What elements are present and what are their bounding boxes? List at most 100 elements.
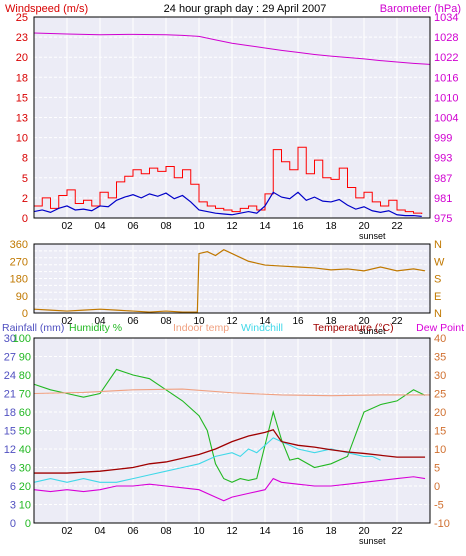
direction-x-tick-label: 22	[391, 316, 403, 327]
rainfall-tick-label: 18	[4, 407, 16, 419]
temp-x-tick-label: 20	[358, 526, 370, 537]
direction-degree-tick-label: 360	[10, 239, 28, 251]
windspeed-tick-label: 10	[16, 133, 28, 145]
rainfall-tick-label: 3	[10, 500, 16, 512]
temperature-tick-label: 15	[434, 426, 446, 438]
temp-x-tick-label: 02	[61, 526, 73, 537]
barometer-tick-label: 1034	[434, 12, 458, 24]
legend-rainfall: Rainfall (mm)	[2, 322, 64, 334]
humidity-tick-label: 100	[13, 333, 31, 345]
wind-gust-line	[34, 146, 423, 214]
humidity-line	[33, 368, 426, 483]
windspeed-tick-label: 13	[16, 113, 28, 125]
barometer-tick-label: 987	[434, 173, 452, 185]
temp-x-tick-label: 12	[226, 526, 238, 537]
humidity-tick-label: 0	[25, 518, 31, 530]
temperature-tick-label: -5	[434, 500, 444, 512]
wind-x-tick-label: 06	[127, 221, 139, 232]
direction-compass-tick-label: E	[434, 291, 441, 303]
temperature-tick-label: -10	[434, 518, 450, 530]
windspeed-tick-label: 18	[16, 72, 28, 84]
humidity-tick-label: 80	[19, 370, 31, 382]
wind-barometer-panel: 02 04 06 08 10 12 14 16 18 20 22sunset025810131518…	[16, 12, 459, 241]
legend-temperature: Temperature (°C)	[313, 322, 394, 334]
windchill-line	[33, 437, 381, 483]
windspeed-tick-label: 2	[22, 193, 28, 205]
barometer-tick-label: 1022	[434, 52, 458, 64]
temperature-tick-label: 35	[434, 352, 446, 364]
wind-frame	[33, 16, 431, 219]
wind-x-tick-label: 20	[358, 221, 370, 232]
wind-direction-panel: 02 04 06 08 10 12 14 16 18 20 22 sunset 0 90 180 270 360…	[10, 239, 445, 336]
legend-windchill: Windchill	[241, 322, 283, 334]
rainfall-tick-label: 9	[10, 463, 16, 475]
direction-x-tick-label: 10	[193, 316, 205, 327]
temp-frame	[33, 337, 431, 524]
windspeed-tick-label: 15	[16, 92, 28, 104]
rainfall-tick-label: 24	[4, 370, 16, 382]
barometer-tick-label: 1004	[434, 113, 458, 125]
humidity-tick-label: 20	[19, 481, 31, 493]
rainfall-tick-label: 12	[4, 444, 16, 456]
direction-x-tick-label: 16	[292, 316, 304, 327]
temperature-tick-label: 30	[434, 370, 446, 382]
legend-humidity: Humidity %	[69, 322, 122, 334]
wind-x-tick-label: 12	[226, 221, 238, 232]
direction-x-tick-label: 12	[226, 316, 238, 327]
temp-x-tick-label: 04	[94, 526, 106, 537]
humidity-tick-label: 10	[19, 500, 31, 512]
humidity-tick-label: 70	[19, 389, 31, 401]
direction-degree-tick-label: 270	[10, 256, 28, 268]
direction-x-tick-label: 06	[127, 316, 139, 327]
temperature-humidity-panel: 02 04 06 08 10 12 14 16 18 20 22sunset036912151821…	[4, 333, 450, 546]
direction-compass-tick-label: N	[434, 239, 442, 251]
wind-x-tick-label: 04	[94, 221, 106, 232]
humidity-tick-label: 60	[19, 407, 31, 419]
direction-x-tick-label: 02	[61, 316, 73, 327]
legend-dew-point: Dew Point	[416, 322, 464, 334]
windspeed-tick-label: 20	[16, 52, 28, 64]
direction-x-tick-label: 04	[94, 316, 106, 327]
direction-x-tick-label: 08	[160, 316, 172, 327]
legend-indoor-temp: Indoor temp	[173, 322, 229, 334]
rainfall-tick-label: 0	[10, 518, 16, 530]
direction-frame	[33, 243, 431, 314]
humidity-tick-label: 90	[19, 352, 31, 364]
direction-compass-tick-label: S	[434, 274, 441, 286]
wind-sunset-label: sunset	[359, 231, 386, 241]
temp-x-tick-label: 10	[193, 526, 205, 537]
direction-x-tick-label: 20	[358, 316, 370, 327]
temp-x-tick-label: 14	[259, 526, 271, 537]
temperature-tick-label: 0	[434, 481, 440, 493]
temp-sunset-label: sunset	[359, 536, 386, 546]
temperature-tick-label: 5	[434, 463, 440, 475]
direction-degree-tick-label: 0	[22, 308, 28, 320]
chart-title: 24 hour graph day : 29 April 2007	[164, 3, 327, 15]
direction-x-tick-label: 14	[259, 316, 271, 327]
windspeed-tick-label: 5	[22, 173, 28, 185]
wind-direction-line	[33, 249, 426, 313]
wind-x-tick-label: 10	[193, 221, 205, 232]
direction-sunset-label: sunset	[359, 326, 386, 336]
temperature-line	[34, 428, 426, 474]
barometer-tick-label: 993	[434, 153, 452, 165]
indoor-line	[33, 388, 430, 397]
direction-degree-tick-label: 180	[10, 274, 28, 286]
windspeed-tick-label: 23	[16, 32, 28, 44]
temperature-tick-label: 25	[434, 389, 446, 401]
temperature-tick-label: 40	[434, 333, 446, 345]
wind-x-tick-label: 22	[391, 221, 403, 232]
temp-x-tick-label: 06	[127, 526, 139, 537]
windspeed-tick-label: 25	[16, 12, 28, 24]
rainfall-tick-label: 21	[4, 389, 16, 401]
dew-line	[33, 476, 426, 502]
windspeed-tick-label: 0	[22, 213, 28, 225]
direction-x-tick-label: 18	[325, 316, 337, 327]
humidity-tick-label: 40	[19, 444, 31, 456]
rainfall-tick-label: 27	[4, 352, 16, 364]
barometer-tick-label: 999	[434, 133, 452, 145]
temp-x-tick-label: 16	[292, 526, 304, 537]
wind-x-tick-label: 02	[61, 221, 73, 232]
wind-x-tick-label: 08	[160, 221, 172, 232]
barometer-axis-title: Barometer (hPa)	[380, 3, 461, 15]
